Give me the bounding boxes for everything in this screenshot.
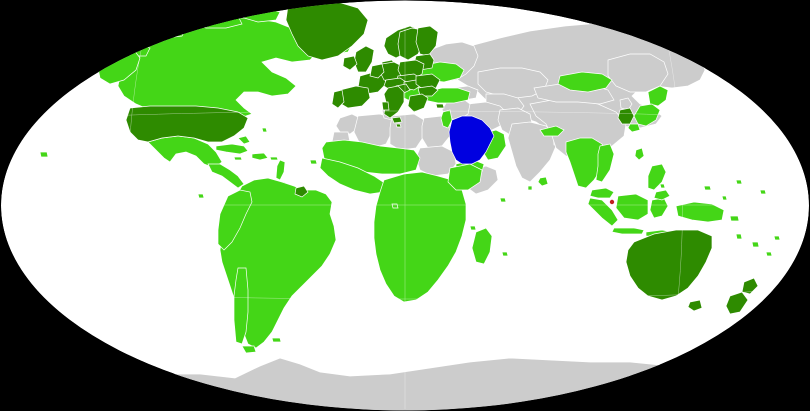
country-fiji xyxy=(751,241,760,248)
country-vietnam xyxy=(595,143,615,183)
country-philippines xyxy=(647,163,667,191)
country-united-states xyxy=(125,105,249,143)
country-marshall-islands xyxy=(735,179,743,185)
country-mauritius xyxy=(501,251,509,257)
country-japan-kyushu xyxy=(627,123,641,133)
country-new-zealand-north xyxy=(741,277,759,295)
country-bermuda xyxy=(261,127,268,133)
country-jamaica xyxy=(233,156,243,161)
country-kiribati xyxy=(759,189,767,195)
country-hispaniola xyxy=(251,152,269,161)
country-bahamas xyxy=(237,135,251,145)
country-philippines-south xyxy=(653,189,671,201)
country-seychelles xyxy=(499,197,507,203)
country-cape-verde xyxy=(309,159,318,165)
country-nepal xyxy=(539,125,565,137)
country-cuba xyxy=(215,143,249,155)
country-falklands xyxy=(271,337,282,343)
country-mainland-sea-asia xyxy=(565,137,607,189)
country-sao-tome xyxy=(391,203,399,209)
country-tasmania xyxy=(687,299,703,312)
country-puerto-rico xyxy=(269,156,279,161)
subject-country-group xyxy=(448,115,495,165)
country-samoa xyxy=(773,235,781,241)
country-ireland xyxy=(342,55,358,71)
country-palau xyxy=(659,183,666,189)
country-micronesia xyxy=(703,185,712,191)
country-ethiopia xyxy=(447,163,483,191)
dark-green-countries-group xyxy=(125,1,759,315)
country-greece xyxy=(407,93,429,113)
country-chile xyxy=(233,267,249,345)
country-madagascar xyxy=(471,227,493,265)
graticule-group xyxy=(4,2,806,409)
country-galapagos xyxy=(197,193,205,199)
country-saudi-arabia xyxy=(448,115,495,165)
country-australia xyxy=(625,229,713,301)
country-south-korea xyxy=(617,107,635,125)
country-maldives xyxy=(527,185,533,191)
country-north-korea xyxy=(619,97,633,111)
country-cyprus xyxy=(435,103,445,109)
country-romania xyxy=(415,73,441,91)
country-sardinia xyxy=(381,101,390,111)
country-taiwan xyxy=(634,147,645,161)
country-tierra-del-fuego xyxy=(241,345,257,354)
country-lesser-antilles xyxy=(275,159,286,181)
country-libya xyxy=(389,113,425,151)
country-india xyxy=(507,121,557,183)
country-comoros xyxy=(469,225,477,231)
country-indonesia-java xyxy=(611,227,645,235)
country-solomon-islands xyxy=(729,215,740,222)
country-indonesia-borneo xyxy=(615,193,649,221)
country-hawaii xyxy=(39,151,49,158)
country-benelux xyxy=(369,63,385,79)
marker-singapore xyxy=(609,199,615,205)
country-portugal xyxy=(331,89,345,109)
country-japan-honshu xyxy=(633,103,661,127)
country-sicily xyxy=(391,116,403,124)
country-malaysia xyxy=(589,187,615,199)
country-finland xyxy=(415,25,439,57)
country-malta xyxy=(395,123,402,128)
country-mongolia xyxy=(557,71,613,93)
continent-south-america xyxy=(219,177,337,349)
country-vanuatu xyxy=(735,233,743,240)
country-levant xyxy=(440,109,453,129)
country-west-africa xyxy=(319,157,387,195)
country-tonga xyxy=(765,251,773,257)
country-sri-lanka xyxy=(537,176,549,187)
country-french-guiana xyxy=(294,185,309,198)
country-nauru xyxy=(721,195,728,201)
country-central-america xyxy=(207,163,245,189)
